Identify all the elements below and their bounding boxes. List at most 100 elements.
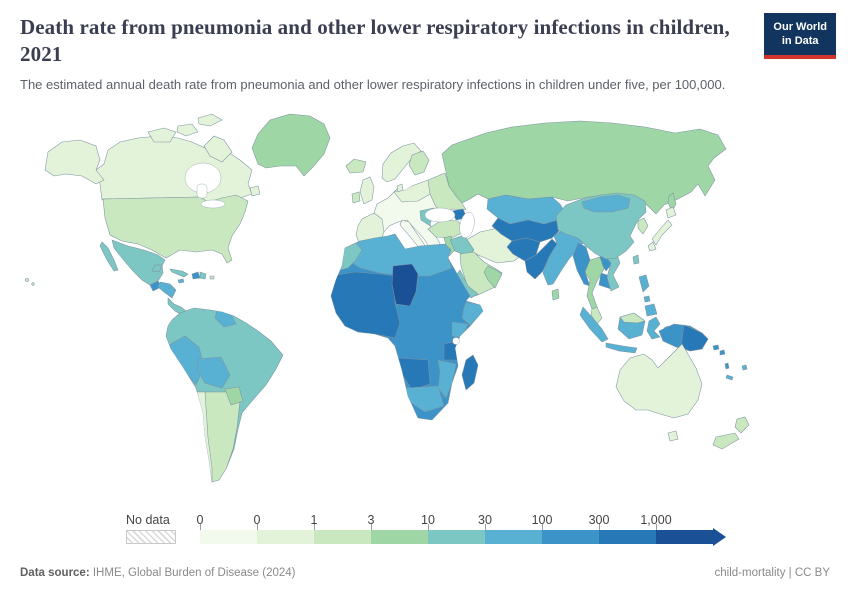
region-philippines[interactable] [643,295,651,303]
region-canada[interactable] [95,135,253,203]
legend-tick [200,524,201,530]
region-baffin-island[interactable] [203,135,233,163]
region-vanuatu[interactable] [724,362,730,370]
region-scandinavia[interactable] [381,142,422,183]
owid-logo: Our World in Data [764,13,836,59]
legend-tick-label: 0 [196,513,204,527]
region-sri-lanka[interactable] [551,288,560,301]
region-kenya[interactable] [451,321,469,339]
region-ireland[interactable] [351,191,361,204]
region-dominican-republic[interactable] [199,271,207,280]
no-data-swatch[interactable] [126,530,176,544]
region-jamaica[interactable] [177,278,185,284]
region-arctic-island[interactable] [147,127,177,143]
region-japan[interactable] [647,241,657,252]
region-newfoundland[interactable] [249,185,261,197]
legend-bin-6[interactable] [485,530,542,544]
region-hawaii[interactable] [25,278,29,282]
region-japan[interactable] [651,219,673,246]
region-solomon-islands[interactable] [712,344,720,351]
region-baja[interactable] [99,241,119,272]
region-ukraine[interactable] [427,173,466,213]
legend-tick-label: 1 [310,513,318,527]
region-madagascar[interactable] [461,354,479,391]
region-cuba[interactable] [169,268,189,278]
region-north-africa[interactable] [344,234,453,277]
legend-tick-label: 0 [253,513,261,527]
region-finland[interactable] [408,150,430,176]
logo-line1: Our World [773,21,827,33]
region-sulawesi[interactable] [646,316,661,340]
legend-bin-2[interactable] [257,530,314,544]
region-fiji[interactable] [741,364,748,371]
page-subtitle: The estimated annual death rate from pne… [20,76,726,92]
legend-bin-5[interactable] [428,530,485,544]
region-malaysia[interactable] [590,306,603,325]
region-solomon-islands[interactable] [719,349,726,356]
region-usa[interactable] [102,194,249,264]
legend-tick-label: 10 [421,513,435,527]
region-morocco[interactable] [337,242,363,271]
legend-tick [599,524,600,530]
region-greenland[interactable] [251,113,331,177]
region-central-asia[interactable] [491,217,562,243]
region-mozambique[interactable] [437,359,457,399]
region-hawaii[interactable] [31,282,35,286]
region-korea[interactable] [637,217,649,235]
region-puerto-rico[interactable] [209,275,215,280]
region-haiti[interactable] [191,271,201,280]
region-taiwan[interactable] [632,254,640,265]
legend-tick-label: 300 [588,513,610,527]
region-java[interactable] [605,342,638,354]
region-argentina[interactable] [190,391,242,482]
region-sakhalin[interactable] [667,192,677,212]
region-sumatra[interactable] [579,306,609,343]
region-bolivia[interactable] [196,356,231,389]
legend-bin-7[interactable] [542,530,599,544]
region-oman[interactable] [483,265,503,289]
region-west-africa[interactable] [330,271,401,339]
region-philippines[interactable] [644,303,658,317]
region-arctic-island[interactable] [197,113,223,127]
legend-tick-label: 1,000 [640,513,672,527]
data-source-text: IHME, Global Burden of Disease (2024) [89,567,296,579]
region-mexico[interactable] [111,239,166,286]
region-mongolia[interactable] [581,194,631,213]
region-paraguay[interactable] [224,386,244,406]
legend-bin-9[interactable] [656,530,713,544]
region-japan[interactable] [665,206,677,219]
legend-tick [257,524,258,530]
legend-colorbar[interactable]: 0 0 1 3 10 30 100 300 1,000 [197,513,745,555]
legend-bin-1[interactable] [200,530,257,544]
region-borneo-malaysia[interactable] [619,312,646,324]
region-alaska[interactable] [44,139,105,185]
region-new-caledonia[interactable] [725,374,734,381]
region-myanmar[interactable] [572,242,591,287]
region-chad[interactable] [391,263,419,307]
region-china[interactable] [555,192,647,260]
region-new-zealand[interactable] [712,432,740,450]
region-iceland[interactable] [345,158,367,174]
legend-tick-label: 30 [478,513,492,527]
legend-bin-3[interactable] [314,530,371,544]
world-map [0,108,850,510]
lake-victoria [452,337,460,345]
region-honduras-nicaragua[interactable] [157,281,177,299]
map-canvas [25,113,750,483]
region-namibia-botswana[interactable] [404,385,445,413]
region-uk[interactable] [359,176,375,205]
legend-tick [371,524,372,530]
region-philippines[interactable] [638,274,650,293]
region-denmark[interactable] [396,183,404,193]
region-new-zealand[interactable] [734,416,750,434]
region-arctic-island[interactable] [176,123,199,137]
region-tasmania[interactable] [667,430,679,442]
legend-tick [314,524,315,530]
legend-bin-4[interactable] [371,530,428,544]
region-australia[interactable] [615,343,703,419]
data-source-label: Data source: [20,567,90,579]
chart-footer: Data source: IHME, Global Burden of Dise… [20,567,830,579]
james-bay [196,183,208,199]
legend-bin-8[interactable] [599,530,656,544]
legend-tick [485,524,486,530]
